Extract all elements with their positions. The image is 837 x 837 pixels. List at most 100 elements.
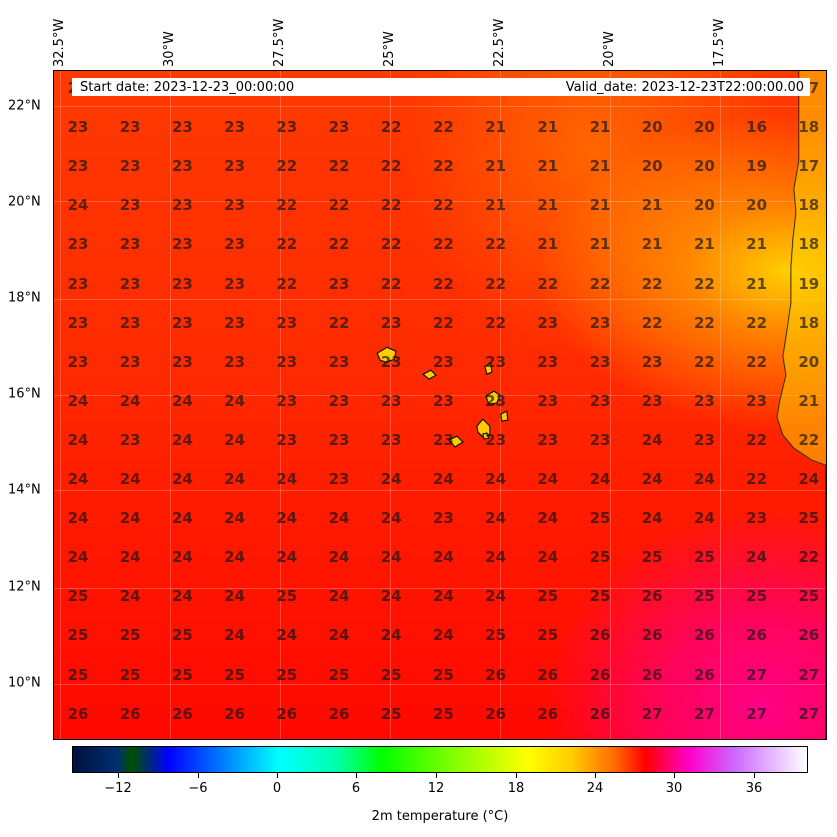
- temperature-label: 24: [67, 391, 89, 410]
- coastal-land: [777, 71, 826, 465]
- temperature-label: 27: [798, 704, 820, 723]
- valid-date-label: Valid_date: 2023-12-23T22:00:00.00: [565, 79, 804, 95]
- temperature-label: 23: [67, 274, 89, 293]
- temperature-label: 21: [537, 235, 559, 254]
- temperature-label: 22: [693, 313, 715, 332]
- temperature-label: 24: [67, 196, 89, 215]
- temperature-label: 22: [276, 274, 298, 293]
- latitude-label: 16°N: [8, 386, 41, 402]
- temperature-label: 23: [67, 313, 89, 332]
- temperature-label: 22: [485, 274, 507, 293]
- temperature-label: 22: [380, 118, 402, 137]
- temperature-label: 24: [276, 509, 298, 528]
- temperature-label: 24: [432, 470, 454, 488]
- temperature-label: 23: [589, 391, 611, 410]
- temperature-label: 21: [589, 235, 611, 254]
- temperature-label: 26: [641, 665, 663, 684]
- temperature-label: 24: [328, 587, 350, 606]
- temperature-label: 18: [798, 235, 820, 254]
- temperature-label: 22: [485, 313, 507, 332]
- temperature-label: 26: [276, 704, 298, 723]
- grid-line: [54, 299, 826, 300]
- colorbar-tick: [198, 773, 199, 778]
- temperature-label: 22: [746, 352, 768, 371]
- temperature-label: 20: [693, 118, 715, 137]
- temperature-label: 24: [171, 509, 193, 528]
- temperature-label: 24: [328, 548, 350, 567]
- cape-verde-island: [485, 390, 501, 405]
- temperature-label: 24: [432, 548, 454, 567]
- temperature-label: 20: [693, 196, 715, 215]
- temperature-label: 25: [380, 704, 402, 723]
- temperature-label: 21: [641, 196, 663, 215]
- temperature-label: 20: [641, 118, 663, 137]
- temperature-label: 24: [171, 430, 193, 449]
- temperature-label: 22: [432, 274, 454, 293]
- temperature-label: 25: [641, 548, 663, 567]
- temperature-label: 24: [119, 470, 141, 488]
- start-date-label: Start date: 2023-12-23_00:00:00: [80, 79, 295, 95]
- temperature-label: 19: [746, 157, 768, 176]
- temperature-label: 24: [224, 391, 246, 410]
- temperature-label: 23: [328, 118, 350, 137]
- temperature-label: 26: [171, 704, 193, 723]
- temperature-label: 25: [693, 587, 715, 606]
- temperature-label: 27: [693, 704, 715, 723]
- temperature-label: 22: [746, 313, 768, 332]
- temperature-label: 22: [328, 235, 350, 254]
- temperature-label: 24: [276, 626, 298, 645]
- longitude-label: 27.5°W: [272, 18, 287, 67]
- colorbar-tick: [436, 773, 437, 778]
- temperature-label: 24: [224, 430, 246, 449]
- grid-line: [170, 71, 171, 739]
- temperature-label: 24: [693, 470, 715, 488]
- grid-line: [54, 588, 826, 589]
- latitude-label: 20°N: [8, 194, 41, 210]
- temperature-label: 22: [432, 118, 454, 137]
- temperature-label: 24: [485, 470, 507, 488]
- temperature-label: 23: [171, 313, 193, 332]
- temperature-label: 20: [746, 196, 768, 215]
- latitude-label: 22°N: [8, 98, 41, 114]
- longitude-label: 30°W: [162, 31, 177, 67]
- temperature-label: 22: [328, 196, 350, 215]
- temperature-label: 23: [589, 430, 611, 449]
- temperature-label: 26: [746, 626, 768, 645]
- temperature-label: 23: [119, 274, 141, 293]
- temperature-label: 18: [798, 196, 820, 215]
- temperature-label: 22: [537, 274, 559, 293]
- temperature-label: 26: [693, 665, 715, 684]
- temperature-label: 23: [67, 235, 89, 254]
- temperature-label: 22: [432, 196, 454, 215]
- temperature-label: 24: [432, 587, 454, 606]
- map-overlay: [376, 71, 826, 739]
- temperature-label: 22: [276, 157, 298, 176]
- temperature-label: 23: [171, 352, 193, 371]
- info-bar: Start date: 2023-12-23_00:00:00 Valid_da…: [72, 78, 810, 96]
- temperature-label: 23: [119, 118, 141, 137]
- temperature-label: 25: [589, 548, 611, 567]
- temperature-label: 23: [641, 352, 663, 371]
- temperature-label: 23: [432, 509, 454, 528]
- temperature-label: 24: [119, 587, 141, 606]
- temperature-label: 22: [380, 235, 402, 254]
- longitude-label: 25°W: [382, 31, 397, 67]
- temperature-label: 25: [276, 665, 298, 684]
- grid-line: [60, 71, 61, 739]
- temperature-label: 23: [276, 391, 298, 410]
- temperature-label: 21: [537, 157, 559, 176]
- temperature-label: 24: [67, 509, 89, 528]
- temperature-label: 20: [798, 352, 820, 371]
- temperature-label: 24: [171, 391, 193, 410]
- temperature-label: 26: [589, 626, 611, 645]
- temperature-label: 26: [798, 626, 820, 645]
- colorbar-tick: [595, 773, 596, 778]
- temperature-label: 23: [485, 430, 507, 449]
- temperature-label: 25: [537, 587, 559, 606]
- temperature-label: 23: [276, 352, 298, 371]
- temperature-label: 23: [432, 391, 454, 410]
- temperature-label: 23: [119, 196, 141, 215]
- temperature-label: 22: [693, 352, 715, 371]
- temperature-label: 23: [693, 391, 715, 410]
- temperature-label: 25: [537, 626, 559, 645]
